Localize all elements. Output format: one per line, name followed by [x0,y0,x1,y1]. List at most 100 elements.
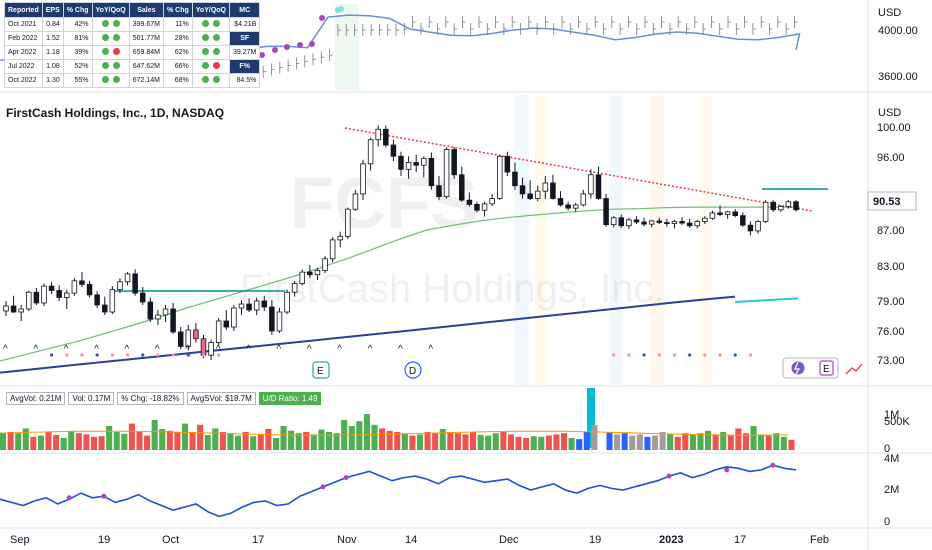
candle-body [383,128,389,146]
eps-yoy-cell [91,73,130,88]
volume-bar [45,431,52,450]
status-dot [112,34,120,41]
volume-tick-0: 0 [884,443,890,455]
status-dot [112,20,120,27]
volume-bar [90,436,98,450]
volume-bar [356,421,363,450]
volume-bar [705,430,712,450]
status-dot [101,20,109,27]
candle-body [284,291,290,313]
candle-body [307,271,313,276]
eps-yoy-cell [91,45,130,60]
mc-cell: 39.27M [228,45,261,60]
status-dot [201,34,209,41]
time-tick: 14 [405,534,417,546]
status-dot [201,76,209,83]
volume-bar [348,426,355,450]
candle-body [33,291,40,304]
volume-bar [780,436,787,450]
time-axis: Sep 19 Oct 17 Nov 14 Dec 19 2023 17 Feb [10,534,829,546]
candle-body [610,217,617,226]
volume-bar [538,436,545,450]
candle-body [686,222,693,227]
price-tick: 83.00 [877,261,905,273]
trend-up-icon [845,363,863,375]
candle-body [269,306,275,332]
signal-dot [65,353,69,357]
candle-body [132,273,138,294]
volume-bar [500,432,507,450]
volume-bar [583,432,590,450]
candle-body [26,291,32,310]
price-tick: 87.00 [877,225,905,237]
volume-bar [159,429,166,450]
volume-bar [629,435,636,450]
signal-caret: ^ [64,344,69,355]
candle-body [124,273,131,283]
candle-body [291,283,298,293]
eps-cell: 0.84 [41,17,64,32]
mc-cell: $4.21B [228,17,261,32]
volume-bar [553,434,560,450]
volume-bar [121,433,128,450]
candle-body [671,221,678,224]
last-price-label: 90.53 [873,196,901,208]
mc-cell: F% [228,59,261,74]
candle-body [155,314,161,320]
candle-body [785,201,792,207]
volume-bar [257,434,264,450]
candle-body [367,139,374,165]
candles [3,125,799,360]
volume-bar [181,423,189,450]
signal-dot [80,353,84,357]
volume-bar [416,434,424,450]
event-dividend[interactable]: D [404,361,422,379]
col-eps-chg: % Chg [62,2,93,18]
earnings-table-body: Oct 2021 0.84 42% 399.67M 11% $4.21B Feb 2022 1… [4,17,261,88]
eps-cell: 1.52 [41,31,64,46]
signal-caret: ^ [155,344,160,355]
status-dot [212,76,220,83]
signal-dot [748,353,753,357]
top-axis-tick-upper: 4000.00 [878,25,918,37]
signal-dot [171,353,175,357]
volume-bar [591,424,598,450]
volume-bar [432,433,439,450]
signal-dot [125,353,130,357]
volume-bar [303,432,310,450]
sales-yoy-cell [191,31,231,46]
candle-body [246,303,252,311]
future-events[interactable]: E [782,357,839,379]
signal-caret: ^ [337,344,342,355]
status-dot [212,34,220,41]
signal-dot [718,353,722,357]
volume-bar [280,426,287,450]
volume-bar [265,429,272,450]
volume-bar [166,430,173,450]
candle-body [626,219,632,227]
volume-bar [659,432,666,450]
candle-body [618,217,625,227]
candle-body [474,203,480,211]
volume-bar [197,424,204,450]
volume-bar [712,434,719,450]
volume-bar [75,433,82,450]
signal-dot [688,353,692,357]
volume-bar [750,426,757,450]
volume-bar [765,435,772,450]
signal-caret: ^ [185,344,190,355]
volume-bar [325,432,333,450]
price-tick: 100.00 [877,122,911,134]
reported-cell: Feb 2022 [4,31,43,46]
candle-body [276,311,283,332]
volume-bar [371,424,378,450]
status-dot [101,48,109,55]
sales-yoy-cell [191,59,231,74]
sales-yoy-cell [191,45,231,60]
candle-body [572,204,579,209]
candle-body [253,300,260,311]
top-high-dot [297,42,303,48]
volume-bar [60,438,67,450]
event-earnings[interactable]: E [312,361,330,379]
volume-bar [288,430,295,450]
